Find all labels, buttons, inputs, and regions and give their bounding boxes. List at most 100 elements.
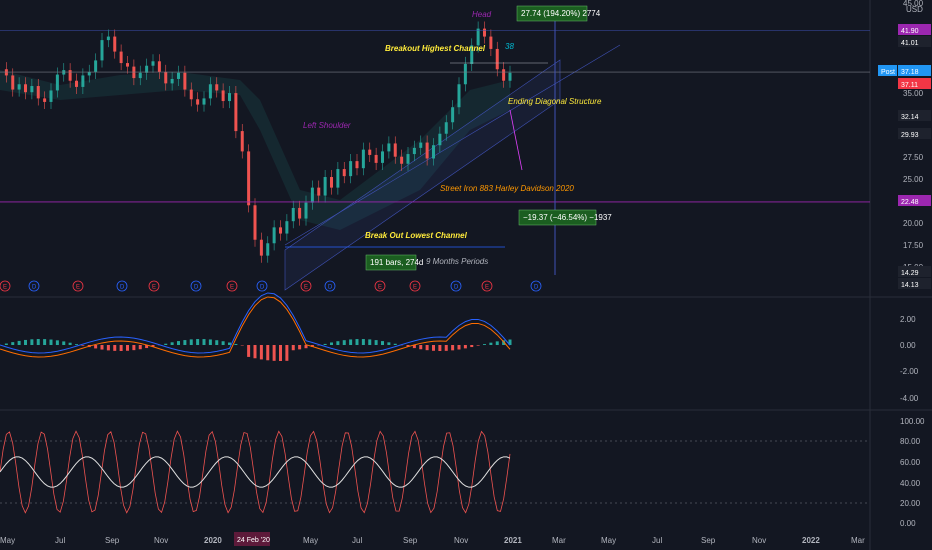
measure-bars-box bbox=[365, 254, 417, 271]
macd-axis[interactable]: 2.00 0.00 -2.00 -4.00 bbox=[900, 315, 919, 403]
macd-bar bbox=[425, 345, 429, 351]
price-candle bbox=[374, 154, 378, 163]
price-candle bbox=[87, 71, 91, 76]
price-candle bbox=[170, 78, 174, 84]
macd-bar bbox=[323, 343, 327, 345]
price-candle bbox=[94, 60, 98, 72]
price-candle bbox=[279, 227, 282, 234]
event-marker: D bbox=[28, 280, 40, 292]
event-marker: E bbox=[300, 280, 312, 292]
price-candle bbox=[393, 143, 397, 157]
cloud-area bbox=[0, 70, 510, 230]
horizontal-levels bbox=[0, 6, 870, 275]
price-candle bbox=[113, 36, 117, 52]
price-candle bbox=[119, 51, 123, 64]
price-candle bbox=[55, 74, 59, 91]
event-label: E bbox=[485, 285, 489, 291]
event-circle bbox=[28, 280, 40, 292]
currency-label: USD bbox=[906, 5, 923, 14]
annotation-breakout-high: Breakout Highest Channel bbox=[385, 44, 486, 53]
price-candle bbox=[432, 145, 435, 159]
price-series bbox=[4, 21, 512, 263]
oscillator-tick-label: 100.00 bbox=[900, 417, 925, 426]
event-marker: E bbox=[72, 280, 84, 292]
time-tick-label: 2020 bbox=[204, 536, 222, 545]
event-circle bbox=[72, 280, 84, 292]
time-tick-label: Nov bbox=[154, 536, 168, 545]
time-tick-label: 2021 bbox=[504, 536, 522, 545]
event-circle bbox=[148, 280, 160, 292]
event-circle bbox=[374, 280, 386, 292]
macd-bar bbox=[55, 340, 59, 345]
price-candle bbox=[43, 98, 47, 102]
price-candle bbox=[361, 149, 365, 169]
ichimoku-cloud bbox=[0, 70, 510, 230]
event-circle bbox=[481, 280, 493, 292]
macd-tick-label: -2.00 bbox=[900, 367, 919, 376]
event-label: E bbox=[230, 285, 234, 291]
event-label: D bbox=[260, 285, 265, 291]
price-badge bbox=[898, 78, 931, 89]
price-candle bbox=[49, 90, 53, 102]
price-candle bbox=[157, 61, 161, 72]
event-circle bbox=[0, 280, 11, 292]
price-badge-label: 37.11 bbox=[901, 82, 918, 89]
price-candle bbox=[234, 93, 238, 132]
event-label: D bbox=[194, 285, 199, 291]
oscillator-fast-line bbox=[0, 430, 511, 514]
time-tick-label: Jul bbox=[652, 536, 662, 545]
price-candle bbox=[266, 243, 270, 256]
price-candle bbox=[470, 45, 474, 64]
event-circle bbox=[300, 280, 312, 292]
event-label: E bbox=[3, 285, 7, 291]
time-axis[interactable]: May Jul Sep Nov 2020 Mar May Jul Sep Nov 2021 Mar Ma… bbox=[0, 536, 865, 545]
price-badge bbox=[898, 110, 931, 121]
price-tick-label: 45.00 bbox=[903, 0, 924, 8]
macd-bar bbox=[470, 345, 474, 348]
macd-bar bbox=[30, 339, 34, 345]
macd-bar bbox=[151, 345, 155, 347]
macd-bar bbox=[310, 345, 314, 347]
price-candle bbox=[425, 142, 429, 159]
oscillator-axis[interactable]: 100.00 80.00 60.00 40.00 20.00 0.00 bbox=[900, 417, 925, 528]
macd-bar bbox=[100, 345, 104, 350]
price-candle bbox=[355, 161, 359, 169]
macd-bar bbox=[170, 342, 174, 345]
macd-bar bbox=[381, 341, 384, 345]
macd-bar bbox=[177, 341, 180, 345]
event-circle bbox=[226, 280, 238, 292]
signal-line bbox=[0, 296, 511, 358]
macd-bar bbox=[113, 345, 117, 351]
price-candle bbox=[164, 71, 168, 84]
event-label: D bbox=[534, 285, 539, 291]
price-badge-label: Post bbox=[881, 69, 895, 76]
event-circle bbox=[409, 280, 421, 292]
price-candle bbox=[208, 84, 212, 99]
macd-bar bbox=[208, 339, 212, 345]
price-tick-label: 17.50 bbox=[903, 241, 924, 250]
macd-bar bbox=[221, 341, 225, 345]
price-candle bbox=[138, 72, 142, 79]
macd-bar bbox=[374, 340, 378, 345]
event-label: D bbox=[328, 285, 333, 291]
macd-bar bbox=[145, 345, 149, 349]
macd-bar bbox=[444, 345, 448, 351]
measure-down-text: −19.37 (−46.54%) −1937 bbox=[523, 213, 612, 222]
macd-bar bbox=[508, 339, 512, 345]
annotations: Head Breakout Highest Channel 38 Ending … bbox=[303, 10, 602, 266]
event-circle bbox=[256, 280, 268, 292]
time-tick-label: Sep bbox=[105, 536, 120, 545]
annotation-breakout-low: Break Out Lowest Channel bbox=[365, 231, 468, 240]
event-marker: E bbox=[226, 280, 238, 292]
price-candle bbox=[387, 143, 391, 152]
macd-bar bbox=[43, 339, 47, 345]
time-tick-label: Mar bbox=[851, 536, 865, 545]
price-candle bbox=[75, 80, 78, 87]
oscillator-tick-label: 80.00 bbox=[900, 437, 921, 446]
macd-bar bbox=[49, 339, 53, 345]
macd-bar bbox=[285, 345, 289, 361]
event-label: D bbox=[32, 285, 37, 291]
macd-bar bbox=[62, 341, 66, 345]
